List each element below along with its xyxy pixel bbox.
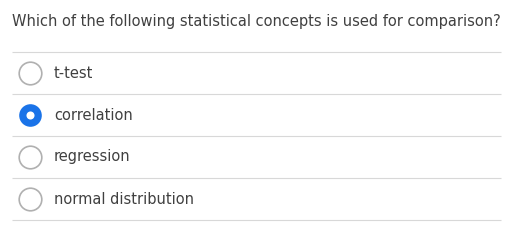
Point (26, 155, 34, 159)
Text: regression: regression (54, 150, 131, 164)
Point (26, 71, 34, 75)
Text: correlation: correlation (54, 107, 133, 123)
Point (26, 197, 34, 201)
Text: normal distribution: normal distribution (54, 191, 194, 207)
Text: t-test: t-test (54, 65, 93, 81)
Text: Which of the following statistical concepts is used for comparison?: Which of the following statistical conce… (12, 14, 501, 29)
Point (26, 113, 34, 117)
Point (26, 113, 34, 117)
